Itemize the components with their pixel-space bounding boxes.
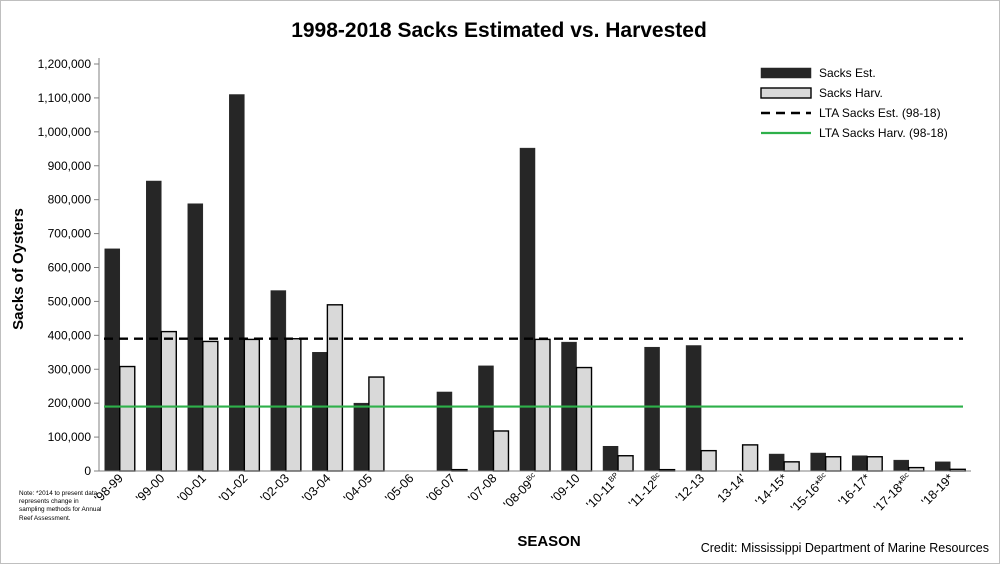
x-tick-label: '99-00 bbox=[133, 471, 167, 505]
legend-swatch-estimated bbox=[760, 67, 812, 79]
bar-sacks-harvested bbox=[783, 461, 800, 472]
bar-sacks-estimated bbox=[104, 248, 121, 472]
bar-sacks-harvested bbox=[575, 366, 593, 472]
bar-sacks-harvested bbox=[243, 338, 261, 472]
bar-sacks-estimated bbox=[810, 452, 826, 472]
x-tick-label: '14-15* bbox=[753, 471, 791, 509]
axes bbox=[98, 58, 971, 472]
x-tick-label: '12-13 bbox=[673, 471, 707, 505]
legend-label: Sacks Est. bbox=[819, 66, 876, 80]
legend-swatch-harvested bbox=[760, 87, 812, 99]
credit-line: Credit: Mississippi Department of Marine… bbox=[700, 541, 989, 555]
bar-sacks-harvested bbox=[866, 456, 883, 472]
footnote: Note: *2014 to present data represents c… bbox=[19, 490, 102, 522]
bar-sacks-estimated bbox=[312, 352, 328, 472]
x-tick-label: '16-17* bbox=[836, 471, 874, 509]
chart-title: 1998-2018 Sacks Estimated vs. Harvested bbox=[291, 19, 707, 42]
x-tick-label: '18-19* bbox=[919, 471, 957, 509]
y-tick-label: 1,000,000 bbox=[38, 125, 92, 139]
x-tick-label: '03-04 bbox=[299, 471, 333, 505]
bar-sacks-estimated bbox=[934, 461, 951, 472]
x-tick-label: '11-12Bc bbox=[625, 470, 666, 511]
y-tick-label: 0 bbox=[84, 464, 91, 478]
bar-sacks-estimated bbox=[519, 147, 536, 472]
x-tick-label: '15-16*Bc bbox=[787, 470, 832, 515]
y-tick-label: 300,000 bbox=[48, 362, 92, 376]
bar-sacks-harvested bbox=[285, 338, 302, 472]
bar-sacks-harvested bbox=[119, 365, 136, 472]
y-axis-label: Sacks of Oysters bbox=[10, 208, 27, 330]
x-tick-label: '10-11BP bbox=[583, 471, 624, 512]
x-tick-label: '04-05 bbox=[341, 471, 375, 505]
y-tick-label: 700,000 bbox=[48, 227, 92, 241]
x-tick-label: '08-09Bc bbox=[500, 470, 541, 511]
x-tick-label: 13-14' bbox=[715, 471, 749, 505]
bar-sacks-harvested bbox=[326, 304, 344, 472]
y-tick-label: 500,000 bbox=[48, 294, 92, 308]
y-tick-label: 200,000 bbox=[48, 396, 92, 410]
bar-sacks-estimated bbox=[146, 180, 162, 472]
bar-sacks-harvested bbox=[534, 338, 551, 472]
bar-sacks-estimated bbox=[229, 94, 245, 472]
bar-sacks-estimated bbox=[270, 290, 287, 472]
bar-sacks-estimated bbox=[768, 453, 785, 472]
legend-label: Sacks Harv. bbox=[819, 86, 883, 100]
y-tick-label: 900,000 bbox=[48, 159, 92, 173]
bar-sacks-harvested bbox=[160, 330, 177, 472]
bar-sacks-harvested bbox=[741, 444, 759, 472]
reference-lines bbox=[104, 337, 963, 408]
x-axis-ticks: '98-99'99-00'00-01'01-02'02-03'03-04'04-… bbox=[92, 470, 957, 515]
x-axis-label: SEASON bbox=[517, 533, 580, 550]
y-tick-label: 400,000 bbox=[48, 328, 92, 342]
bar-sacks-harvested bbox=[368, 376, 385, 472]
y-tick-label: 800,000 bbox=[48, 193, 92, 207]
x-tick-label: '06-07 bbox=[424, 471, 458, 505]
legend-label: LTA Sacks Est. (98-18) bbox=[819, 106, 941, 120]
bars bbox=[104, 94, 966, 472]
bar-sacks-harvested bbox=[908, 466, 925, 472]
bar-sacks-harvested bbox=[824, 456, 842, 472]
y-tick-label: 1,100,000 bbox=[38, 91, 92, 105]
bar-sacks-estimated bbox=[644, 346, 660, 472]
x-tick-label: '00-01 bbox=[175, 471, 209, 505]
bar-sacks-estimated bbox=[851, 455, 868, 472]
bar-sacks-estimated bbox=[478, 365, 494, 472]
x-tick-label: '09-10 bbox=[548, 471, 582, 505]
bar-sacks-estimated bbox=[353, 402, 370, 472]
bar-sacks-harvested bbox=[492, 430, 510, 472]
bar-sacks-estimated bbox=[685, 345, 702, 472]
legend: Sacks Est. Sacks Harv. LTA Sacks Est. (98-… bbox=[760, 66, 948, 140]
bar-sacks-harvested bbox=[700, 449, 717, 472]
y-axis-ticks: 0 100,000 200,000 300,000 400,000 500,000 600,… bbox=[38, 57, 99, 478]
bar-sacks-estimated bbox=[187, 203, 204, 472]
bar-sacks-estimated bbox=[602, 445, 619, 472]
bar-sacks-harvested bbox=[617, 455, 634, 472]
x-tick-label: '17-18*Bc bbox=[870, 470, 915, 515]
x-tick-label: '01-02 bbox=[216, 471, 250, 505]
x-tick-label: '05-06 bbox=[382, 471, 416, 505]
bar-sacks-estimated bbox=[436, 391, 453, 472]
legend-label: LTA Sacks Harv. (98-18) bbox=[819, 126, 948, 140]
y-tick-label: 100,000 bbox=[48, 430, 92, 444]
y-tick-label: 600,000 bbox=[48, 261, 92, 275]
x-tick-label: '07-08 bbox=[465, 471, 499, 505]
bar-sacks-estimated bbox=[893, 459, 909, 472]
y-tick-label: 1,200,000 bbox=[38, 57, 92, 71]
x-tick-label: '02-03 bbox=[258, 471, 292, 505]
